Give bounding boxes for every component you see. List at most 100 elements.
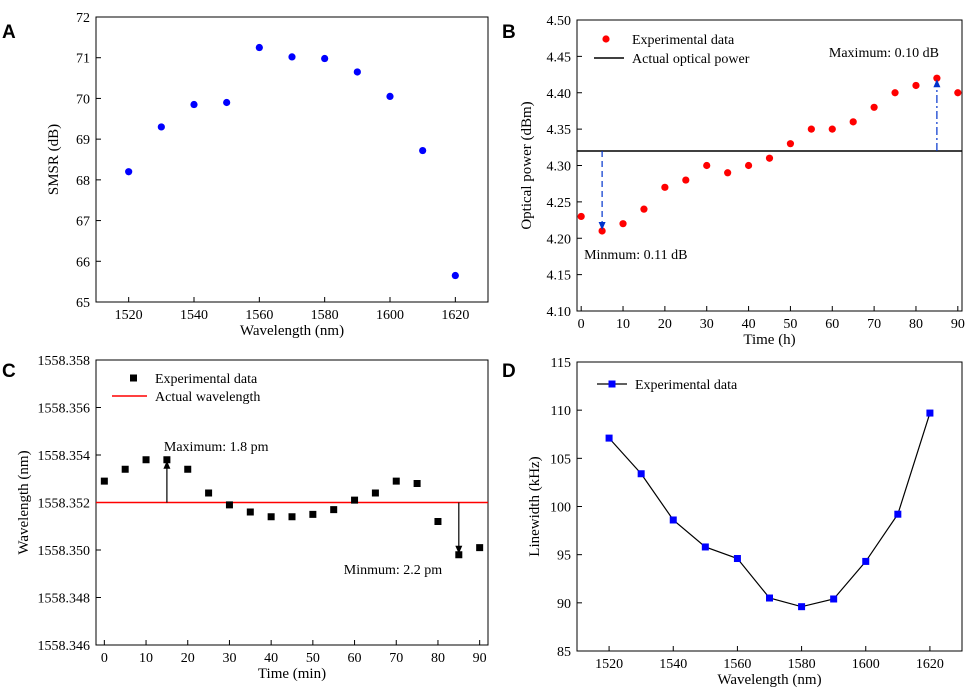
y-axis-title: Optical power (dBm) [519, 101, 535, 229]
y-tick-label: 4.35 [547, 123, 572, 138]
x-tick-label: 70 [867, 317, 881, 332]
x-tick-label: 1620 [916, 657, 944, 672]
x-tick-label: 80 [909, 317, 923, 332]
data-point [205, 489, 213, 497]
x-tick-label: 20 [658, 317, 672, 332]
data-point [184, 465, 192, 473]
data-point [891, 89, 899, 97]
annotation-arrowhead [598, 221, 606, 230]
data-point [807, 125, 815, 133]
data-point [267, 513, 275, 521]
y-tick-label: 68 [76, 174, 90, 189]
y-tick-label: 4.30 [547, 160, 572, 175]
x-tick-label: 30 [700, 317, 714, 332]
x-tick-label: 50 [306, 651, 320, 666]
x-tick-label: 10 [139, 651, 153, 666]
y-tick-label: 100 [550, 501, 571, 516]
y-tick-label: 1558.354 [38, 449, 91, 464]
x-tick-label: 1520 [115, 308, 143, 323]
data-point [766, 594, 773, 602]
panel-d-linewidth-chart: D 1520 1540 1560 1580 1600 1620 85 90 95 100 105 110… [502, 356, 963, 688]
panel-letter-a: A [2, 22, 16, 43]
annotation-arrowhead [455, 545, 463, 554]
y-tick-label: 67 [76, 215, 90, 230]
data-point [701, 543, 709, 551]
data-point [661, 183, 669, 191]
x-tick-label: 1540 [180, 308, 208, 323]
data-point [954, 89, 962, 97]
annotation-label: Minmum: 0.11 dB [584, 248, 687, 263]
data-point [476, 544, 484, 552]
y-tick-label: 1558.348 [38, 592, 91, 607]
data-point [637, 470, 645, 478]
x-tick-label: 60 [825, 317, 839, 332]
y-tick-label: 4.15 [547, 269, 572, 284]
panel-letter-d: D [502, 361, 516, 382]
plot-frame [95, 16, 489, 303]
panel-letter-b: B [502, 22, 516, 43]
y-tick-label: 105 [550, 452, 571, 467]
x-tick-label: 1560 [245, 308, 273, 323]
plot-frame [576, 361, 963, 652]
data-point [849, 118, 857, 126]
y-tick-label: 69 [76, 133, 90, 148]
x-tick-label: 1580 [788, 657, 816, 672]
data-point [451, 271, 459, 280]
data-point [419, 146, 427, 155]
data-point [798, 603, 806, 611]
y-tick-label: 1558.352 [38, 497, 91, 512]
data-point [640, 205, 648, 213]
y-tick-label: 115 [551, 356, 571, 371]
data-point [682, 176, 690, 184]
legend-marker [130, 374, 137, 382]
x-tick-label: 80 [431, 651, 445, 666]
data-point [392, 477, 400, 485]
data-point [386, 92, 394, 100]
data-point [744, 161, 753, 170]
data-point [605, 434, 613, 442]
annotation-arrowhead [163, 460, 171, 469]
data-point [455, 551, 463, 559]
x-tick-label: 40 [742, 317, 756, 332]
data-point [577, 212, 585, 221]
legend-label: Experimental data [155, 372, 258, 387]
x-axis-title: Wavelength (nm) [717, 672, 821, 688]
data-point [786, 140, 795, 148]
y-tick-label: 71 [76, 52, 90, 67]
data-point [926, 409, 934, 417]
annotation-label: Maximum: 0.10 dB [829, 46, 939, 61]
data-point [163, 456, 171, 464]
data-point [371, 489, 379, 497]
y-axis-title: Linewidth (kHz) [527, 456, 543, 556]
y-tick-label: 1558.358 [38, 354, 91, 369]
x-tick-label: 20 [181, 651, 195, 666]
data-point [351, 496, 359, 504]
legend-label: Experimental data [632, 33, 735, 48]
y-tick-label: 1558.350 [38, 544, 91, 559]
data-point [862, 557, 870, 565]
y-tick-label: 90 [557, 597, 571, 612]
data-point [830, 595, 838, 603]
data-point [434, 518, 442, 525]
x-tick-label: 1540 [659, 657, 687, 672]
annotation-label: Minmum: 2.2 pm [344, 563, 443, 578]
x-tick-label: 1580 [311, 308, 339, 323]
data-point [413, 480, 421, 487]
y-tick-label: 4.25 [547, 196, 572, 211]
legend-label: Experimental data [635, 378, 738, 393]
data-point [619, 220, 627, 228]
data-point [142, 456, 150, 464]
data-point [121, 465, 129, 473]
data-point [125, 168, 133, 176]
x-tick-label: 30 [222, 651, 236, 666]
y-axis-title: Wavelength (nm) [16, 450, 32, 554]
y-tick-label: 72 [76, 11, 90, 26]
data-point [223, 98, 231, 107]
data-point [309, 510, 317, 518]
y-tick-label: 95 [557, 549, 571, 564]
y-tick-label: 4.50 [547, 14, 572, 29]
x-tick-label: 90 [473, 651, 487, 666]
x-tick-label: 1600 [852, 657, 880, 672]
x-tick-label: 1620 [441, 308, 469, 323]
